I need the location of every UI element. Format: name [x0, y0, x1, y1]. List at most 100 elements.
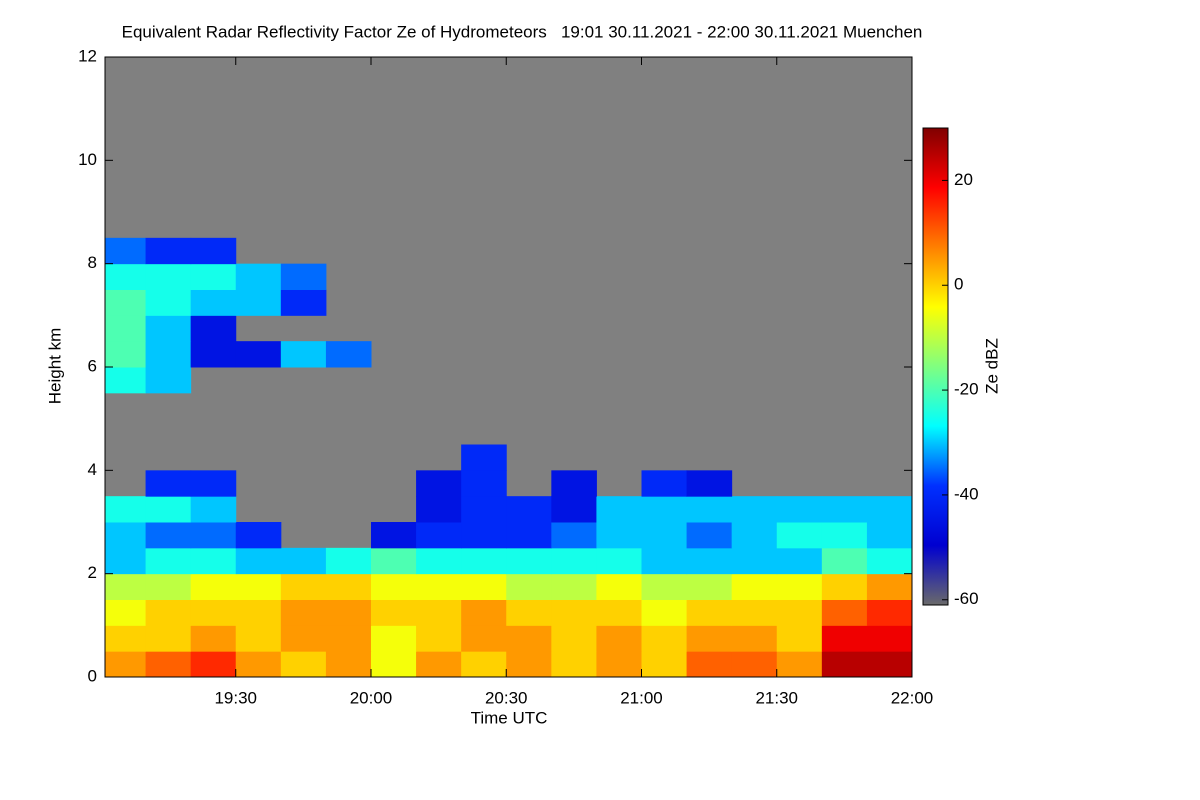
heatmap-cell — [461, 496, 507, 523]
heatmap-cell — [641, 599, 688, 626]
y-axis-label: Height km — [45, 328, 64, 405]
heatmap-cell — [821, 547, 868, 575]
heatmap-cell — [190, 522, 237, 549]
heatmap-cell — [641, 470, 688, 497]
heatmap-cell — [280, 625, 327, 652]
heatmap-cell — [776, 547, 823, 575]
heatmap-cell — [821, 573, 868, 600]
heatmap-cell — [416, 625, 462, 652]
heatmap-cell — [506, 547, 552, 575]
heatmap-cell — [461, 547, 507, 575]
heatmap-cell — [235, 289, 282, 316]
colorbar-tick-label: -40 — [954, 484, 979, 503]
heatmap-cell — [821, 599, 868, 626]
colorbar-label: Ze dBZ — [982, 338, 1001, 394]
x-tick-label: 20:30 — [485, 688, 528, 707]
heatmap-cell — [235, 625, 282, 652]
heatmap-cell — [190, 470, 237, 497]
heatmap-cell — [190, 341, 237, 368]
heatmap-cell — [866, 573, 912, 600]
heatmap-cell — [280, 599, 327, 626]
heatmap-cell — [105, 651, 147, 677]
heatmap-cell — [145, 289, 192, 316]
colorbar-tick-label: 0 — [954, 275, 963, 294]
heatmap-cell — [641, 625, 688, 652]
heatmap-cell — [686, 496, 733, 523]
heatmap-cell — [776, 522, 823, 549]
heatmap-cell — [416, 522, 462, 549]
heatmap-cell — [551, 651, 597, 677]
heatmap-cell — [105, 237, 147, 265]
heatmap-cell — [145, 599, 192, 626]
heatmap-cell — [105, 367, 147, 394]
heatmap-cell — [641, 547, 688, 575]
heatmap-cell — [416, 573, 462, 600]
heatmap-cell — [190, 263, 237, 290]
heatmap-cell — [105, 547, 147, 575]
colorbar-tick-label: 20 — [954, 170, 973, 189]
heatmap-cell — [190, 547, 237, 575]
heatmap-cell — [866, 599, 912, 626]
heatmap-cell — [145, 496, 192, 523]
heatmap-cell — [105, 496, 147, 523]
heatmap-cell — [776, 651, 823, 677]
heatmap-cell — [731, 496, 778, 523]
heatmap-cell — [641, 651, 688, 677]
heatmap-cell — [821, 496, 868, 523]
heatmap-cell — [105, 522, 147, 549]
heatmap-cell — [370, 599, 417, 626]
heatmap-cell — [551, 599, 597, 626]
heatmap-cell — [325, 625, 372, 652]
y-tick-label: 2 — [88, 563, 97, 582]
heatmap-cell — [506, 625, 552, 652]
heatmap-cell — [506, 599, 552, 626]
heatmap-cell — [551, 625, 597, 652]
heatmap-cell — [731, 651, 778, 677]
heatmap-cell — [641, 573, 688, 600]
x-tick-label: 21:00 — [620, 688, 663, 707]
y-tick-label: 10 — [78, 150, 97, 169]
x-tick-label: 19:30 — [214, 688, 257, 707]
heatmap-cell — [190, 496, 237, 523]
heatmap-cell — [190, 237, 237, 265]
heatmap-cell — [325, 651, 372, 677]
heatmap-cell — [461, 651, 507, 677]
heatmap-cell — [370, 522, 417, 549]
heatmap-cell — [145, 547, 192, 575]
heatmap-cell — [145, 470, 192, 497]
y-tick-label: 0 — [88, 666, 97, 685]
heatmap-cell — [105, 625, 147, 652]
heatmap-cell — [776, 496, 823, 523]
heatmap-cell — [325, 547, 372, 575]
heatmap-cell — [190, 573, 237, 600]
heatmap-cell — [190, 599, 237, 626]
heatmap-cell — [551, 496, 597, 523]
heatmap-cell — [190, 315, 237, 342]
heatmap-cell — [461, 625, 507, 652]
heatmap-cell — [145, 651, 192, 677]
x-tick-label: 20:00 — [350, 688, 393, 707]
heatmap-cell — [145, 522, 192, 549]
heatmap-cell — [235, 263, 282, 290]
heatmap-cell — [776, 599, 823, 626]
heatmap-cell — [461, 470, 507, 497]
heatmap-cell — [596, 547, 642, 575]
heatmap-cell — [686, 470, 733, 497]
heatmap-cell — [461, 599, 507, 626]
heatmap-cell — [325, 599, 372, 626]
heatmap-cell — [821, 651, 868, 677]
heatmap-cell — [190, 289, 237, 316]
heatmap-cell — [596, 599, 642, 626]
heatmap — [105, 57, 912, 677]
heatmap-cell — [506, 651, 552, 677]
heatmap-cell — [551, 547, 597, 575]
heatmap-cell — [280, 289, 327, 316]
heatmap-cell — [190, 625, 237, 652]
heatmap-cell — [145, 367, 192, 394]
heatmap-cell — [370, 573, 417, 600]
heatmap-cell — [280, 573, 327, 600]
heatmap-cell — [280, 547, 327, 575]
heatmap-cell — [821, 522, 868, 549]
heatmap-cell — [461, 444, 507, 471]
